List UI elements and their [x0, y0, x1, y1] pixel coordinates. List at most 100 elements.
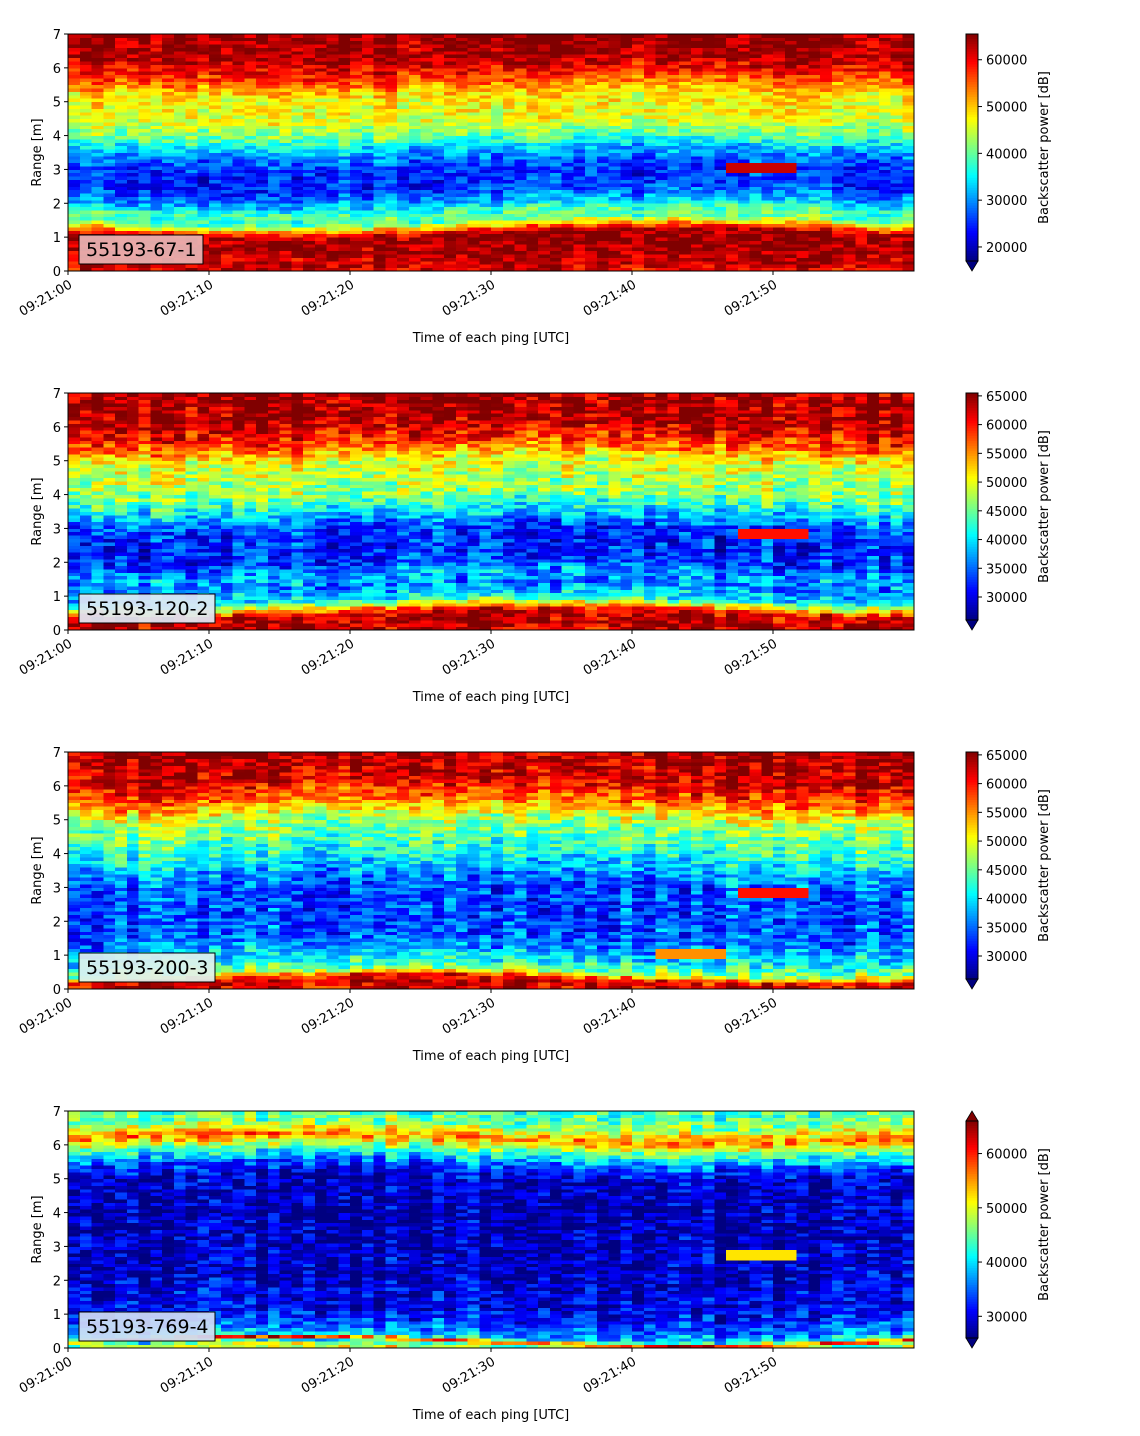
heatmap-cell [385, 216, 398, 221]
heatmap-cell [808, 145, 821, 150]
heatmap-cell [538, 213, 551, 218]
heatmap-cell [326, 176, 339, 180]
heatmap-cell [831, 213, 844, 218]
heatmap-cell [726, 125, 739, 130]
heatmap-cell [244, 196, 257, 201]
heatmap-cell [773, 250, 786, 255]
heatmap-cell [338, 166, 351, 170]
heatmap-cell [361, 40, 374, 45]
heatmap-cell [408, 166, 421, 170]
heatmap-cell [878, 50, 891, 55]
heatmap-cell [655, 233, 668, 238]
heatmap-cell [79, 98, 92, 103]
heatmap-cell [561, 172, 574, 177]
heatmap-cell [726, 213, 739, 218]
heatmap-cell [561, 149, 574, 153]
heatmap-cell [502, 105, 515, 109]
heatmap-cell [749, 57, 762, 62]
heatmap-cell [232, 115, 245, 120]
heatmap-cell [479, 44, 492, 48]
heatmap-cell [773, 172, 786, 177]
heatmap-cell [855, 226, 868, 231]
heatmap-cell [209, 37, 222, 42]
heatmap-cell [890, 101, 903, 106]
heatmap-cell [220, 172, 233, 177]
heatmap-cell [162, 74, 175, 79]
heatmap-cell [561, 108, 574, 113]
heatmap-cell [103, 74, 116, 79]
heatmap-cell [455, 206, 468, 211]
heatmap-cell [279, 203, 292, 208]
heatmap-cell [773, 111, 786, 116]
heatmap-cell [702, 210, 715, 214]
heatmap-cell [138, 135, 151, 140]
heatmap-cell [690, 169, 703, 174]
heatmap-cell [220, 101, 233, 106]
heatmap-cell [326, 78, 339, 82]
heatmap-cell [303, 213, 316, 218]
heatmap-cell [455, 267, 468, 272]
heatmap-cell [444, 254, 457, 258]
heatmap-cell [526, 125, 539, 130]
heatmap-cell [726, 88, 739, 92]
heatmap-cell [303, 210, 316, 214]
heatmap-cell [491, 115, 504, 120]
heatmap-cell [432, 210, 445, 214]
heatmap-cell [702, 138, 715, 143]
heatmap-cell [338, 176, 351, 180]
heatmap-cell [197, 67, 210, 72]
heatmap-cell [808, 264, 821, 269]
heatmap-cell [596, 250, 609, 255]
heatmap-cell [726, 176, 739, 180]
heatmap-cell [338, 84, 351, 89]
heatmap-cell [843, 159, 856, 164]
heatmap-cell [585, 223, 598, 228]
heatmap-cell [303, 44, 316, 48]
heatmap-cell [385, 243, 398, 248]
heatmap-cell [538, 155, 551, 160]
heatmap-cell [867, 98, 880, 103]
heatmap-cell [679, 122, 692, 126]
heatmap-cell [338, 81, 351, 86]
heatmap-cell [338, 247, 351, 252]
heatmap-cell [526, 149, 539, 153]
heatmap-cell [538, 149, 551, 153]
heatmap-cell [714, 108, 727, 113]
heatmap-cell [573, 34, 586, 38]
heatmap-cell [796, 182, 809, 187]
heatmap-cell [103, 78, 116, 82]
heatmap-cell [361, 101, 374, 106]
heatmap-cell [432, 125, 445, 130]
heatmap-cell [68, 135, 81, 140]
heatmap-cell [115, 34, 128, 38]
heatmap-cell [197, 108, 210, 113]
heatmap-cell [361, 84, 374, 89]
heatmap-cell [890, 74, 903, 79]
heatmap-cell [690, 44, 703, 48]
heatmap-cell [397, 186, 410, 191]
heatmap-cell [643, 254, 656, 258]
heatmap-cell [549, 111, 562, 116]
heatmap-cell [596, 267, 609, 272]
heatmap-cell [303, 71, 316, 76]
heatmap-cell [138, 91, 151, 96]
heatmap-cell [726, 230, 739, 235]
heatmap-cell [91, 34, 104, 38]
heatmap-cell [420, 101, 433, 106]
heatmap-cell [561, 145, 574, 150]
heatmap-cell [573, 135, 586, 140]
heatmap-cell [726, 199, 739, 204]
heatmap-cell [526, 264, 539, 269]
heatmap-cell [479, 264, 492, 269]
heatmap-cell [514, 152, 527, 157]
heatmap-cell [291, 155, 304, 160]
heatmap-cell [491, 254, 504, 258]
heatmap-cell [538, 176, 551, 180]
heatmap-cell [784, 169, 797, 174]
heatmap-cell [726, 135, 739, 140]
heatmap-cell [549, 54, 562, 59]
heatmap-cell [220, 247, 233, 252]
heatmap-cell [256, 189, 269, 194]
heatmap-cell [68, 233, 81, 238]
heatmap-cell [79, 203, 92, 208]
